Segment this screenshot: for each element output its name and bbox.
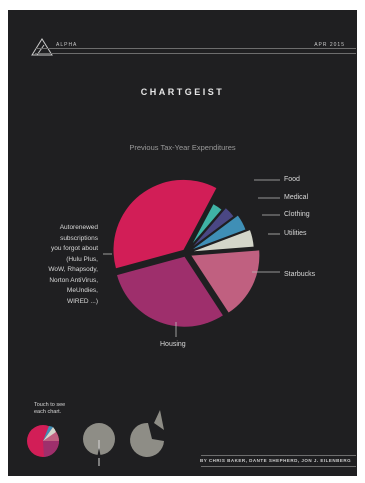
chart-thumbnails[interactable] (8, 10, 357, 476)
author-credits: BY CHRIS BAKER, DANTE SHEPHERD, JON J. E… (200, 458, 352, 463)
slice-starbucks (191, 250, 260, 313)
label-subscriptions-line: Autorenewed (59, 224, 98, 231)
touch-hint-line: Touch to see (34, 402, 66, 408)
section-label: ALPHA (56, 42, 78, 48)
label-subscriptions-line: WoW, Rhapsody, (48, 266, 98, 273)
slice-food (192, 204, 222, 244)
thumbnail-pie-exploded[interactable] (130, 410, 164, 457)
touch-hint-line: each chart. (34, 409, 62, 415)
header-rule (35, 48, 356, 49)
label-medical: Medical (284, 194, 309, 201)
thumbnail-pie-gray[interactable] (83, 423, 115, 466)
thumbnail-pie-color[interactable] (27, 425, 60, 457)
label-subscriptions-line: Norton AntiVirus, (49, 276, 98, 284)
slice-clothing (193, 215, 246, 250)
slice-utilities (193, 230, 254, 252)
label-subscriptions-line: you forgot about (51, 245, 98, 252)
label-housing: Housing (160, 341, 186, 348)
slice-housing (117, 256, 223, 327)
magazine-page: ALPHA APR 2015 CHARTGEIST Previous Tax-Y… (8, 10, 357, 476)
label-clothing: Clothing (284, 211, 310, 218)
label-subscriptions-line: MeUndies, (66, 287, 98, 294)
label-food: Food (284, 176, 300, 183)
credits-rule (201, 455, 356, 456)
label-utilities: Utilities (284, 230, 307, 237)
touch-hint: Touch to see each chart. (34, 402, 94, 416)
label-subscriptions-line: (Hulu Plus, (66, 255, 98, 263)
label-subscriptions: Autorenewed subscriptions you forgot abo… (28, 223, 98, 307)
credits-rule-lower (201, 466, 356, 467)
label-subscriptions-line: WIRED ...) (66, 297, 98, 305)
header-rule-lower (35, 53, 356, 54)
chart-title: Previous Tax-Year Expenditures (129, 143, 236, 152)
page-title: CHARTGEIST (140, 87, 225, 97)
slice-subscriptions (113, 179, 217, 269)
slice-medical (193, 208, 234, 247)
pie-chart (103, 179, 280, 337)
label-subscriptions-line: subscriptions (60, 234, 98, 242)
issue-date: APR 2015 (314, 42, 345, 48)
label-starbucks: Starbucks (284, 271, 316, 278)
